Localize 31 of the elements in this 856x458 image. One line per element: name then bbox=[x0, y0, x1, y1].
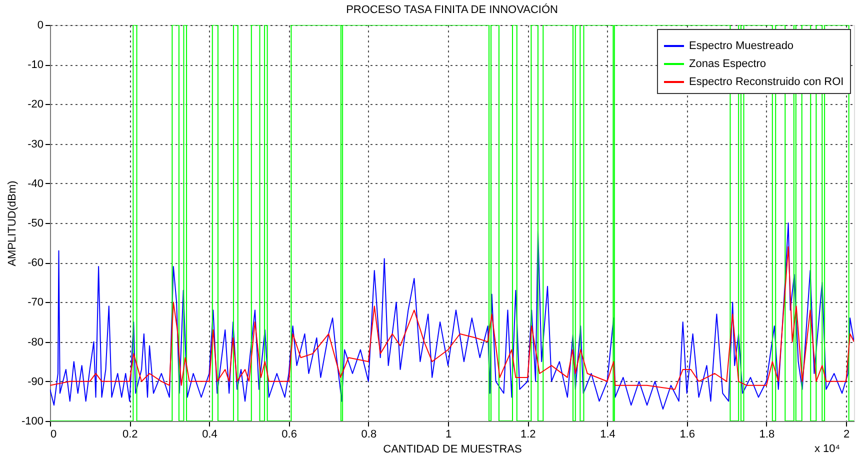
y-tick-label: -50 bbox=[28, 218, 44, 230]
y-tick-label: -10 bbox=[28, 59, 44, 72]
x-tick-label: 0 bbox=[50, 428, 57, 440]
y-tick-label: -90 bbox=[28, 376, 44, 388]
x-tick-label: 1.2 bbox=[520, 428, 536, 440]
y-tick-label: 0 bbox=[37, 20, 44, 32]
legend-label: Zonas Espectro bbox=[689, 58, 766, 70]
x-tick-label: 0.4 bbox=[202, 428, 218, 440]
line-series bbox=[50, 222, 854, 410]
x-tick-label: 2 bbox=[843, 428, 850, 440]
x-tick-label: 0.6 bbox=[282, 428, 297, 440]
x-tick-label: 1.6 bbox=[680, 428, 695, 440]
y-tick-label: -80 bbox=[28, 336, 44, 348]
y-tick-label: -30 bbox=[28, 138, 44, 150]
line-series bbox=[50, 246, 854, 390]
y-tick-label: -20 bbox=[28, 98, 44, 111]
x-axis-title: CANTIDAD DE MUESTRAS bbox=[383, 444, 522, 456]
x-tick-label: 1 bbox=[445, 428, 452, 440]
text: x 10⁴ bbox=[814, 443, 840, 455]
y-axis-title: AMPLITUD(dBm) bbox=[6, 180, 18, 266]
y-tick-label: -40 bbox=[28, 178, 44, 190]
legend-label: Espectro Reconstruido con ROI bbox=[689, 76, 844, 88]
chart-title: PROCESO TASA FINITA DE INNOVACIÓN bbox=[346, 3, 558, 16]
y-tick-label: -100 bbox=[21, 416, 44, 428]
legend-label: Espectro Muestreado bbox=[689, 40, 794, 52]
x-tick-label: 0.2 bbox=[122, 428, 138, 440]
y-tick-label: -60 bbox=[28, 257, 44, 270]
y-tick-label: -70 bbox=[28, 296, 44, 309]
x-tick-label: 1.8 bbox=[759, 428, 775, 440]
x-tick-label: 1.4 bbox=[600, 428, 616, 440]
x-tick-label: 0.8 bbox=[361, 428, 377, 440]
